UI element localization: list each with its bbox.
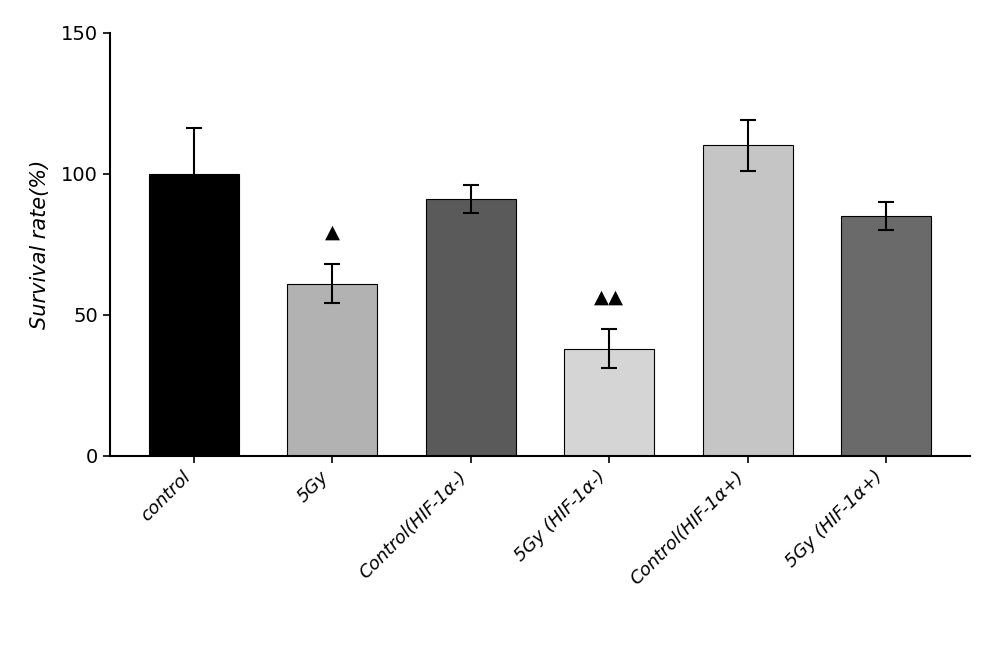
- Y-axis label: Survival rate(%): Survival rate(%): [30, 159, 50, 329]
- Text: ▲▲: ▲▲: [594, 287, 624, 306]
- Bar: [287, 284, 377, 456]
- Text: ▲: ▲: [325, 222, 340, 242]
- Bar: [149, 174, 239, 456]
- Bar: [564, 348, 654, 456]
- Bar: [841, 216, 931, 456]
- Bar: [426, 199, 516, 456]
- Bar: [703, 145, 793, 456]
